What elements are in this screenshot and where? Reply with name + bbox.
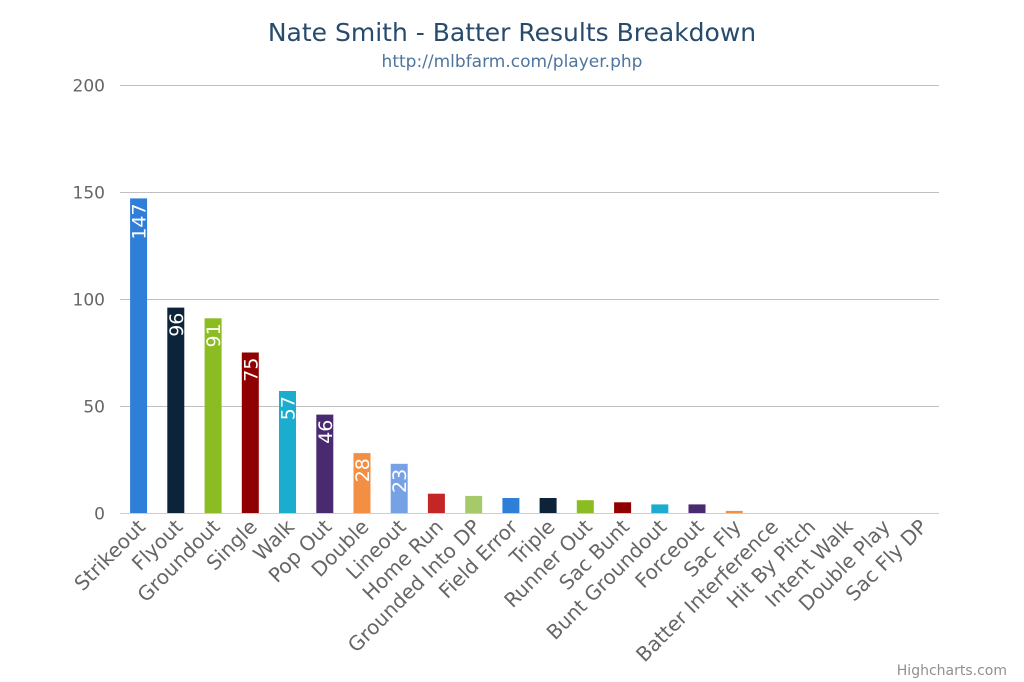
- y-axis-tick-labels: 0 50 100 150 200: [73, 77, 105, 525]
- bar[interactable]: [502, 498, 520, 513]
- bar[interactable]: [316, 414, 334, 513]
- bar[interactable]: [539, 498, 557, 513]
- bar[interactable]: [241, 352, 259, 514]
- data-label: 147: [129, 203, 151, 239]
- bar[interactable]: [614, 502, 632, 513]
- gridlines: [120, 85, 939, 407]
- bar[interactable]: [279, 391, 296, 513]
- y-tick-label: 100: [73, 291, 105, 311]
- bar[interactable]: [130, 198, 148, 513]
- data-label: 28: [352, 458, 374, 482]
- bar[interactable]: [725, 510, 743, 513]
- y-tick-label: 200: [73, 77, 105, 97]
- bar[interactable]: [353, 453, 371, 513]
- bar[interactable]: [204, 318, 222, 513]
- chart-title: Nate Smith - Batter Results Breakdown: [268, 18, 756, 47]
- data-label: 91: [203, 323, 225, 347]
- data-label: 46: [315, 420, 337, 444]
- bar[interactable]: [465, 495, 483, 513]
- y-tick-label: 150: [73, 184, 105, 204]
- bar[interactable]: [688, 504, 706, 513]
- bar[interactable]: [576, 500, 594, 513]
- data-label: 23: [389, 469, 411, 493]
- data-label: 57: [278, 396, 300, 420]
- bar[interactable]: [651, 504, 669, 513]
- data-label: 96: [166, 313, 188, 337]
- data-label: 75: [240, 358, 262, 382]
- data-labels: 147 96 91 75 57 46 28 23: [129, 203, 412, 493]
- bar[interactable]: [167, 307, 185, 513]
- bar[interactable]: [390, 463, 408, 513]
- bar[interactable]: [427, 493, 445, 513]
- chart-subtitle: http://mlbfarm.com/player.php: [382, 52, 643, 72]
- y-tick-label: 50: [83, 398, 105, 418]
- credits-link[interactable]: Highcharts.com: [897, 663, 1007, 679]
- y-tick-label: 0: [94, 505, 105, 525]
- bars: [130, 198, 743, 513]
